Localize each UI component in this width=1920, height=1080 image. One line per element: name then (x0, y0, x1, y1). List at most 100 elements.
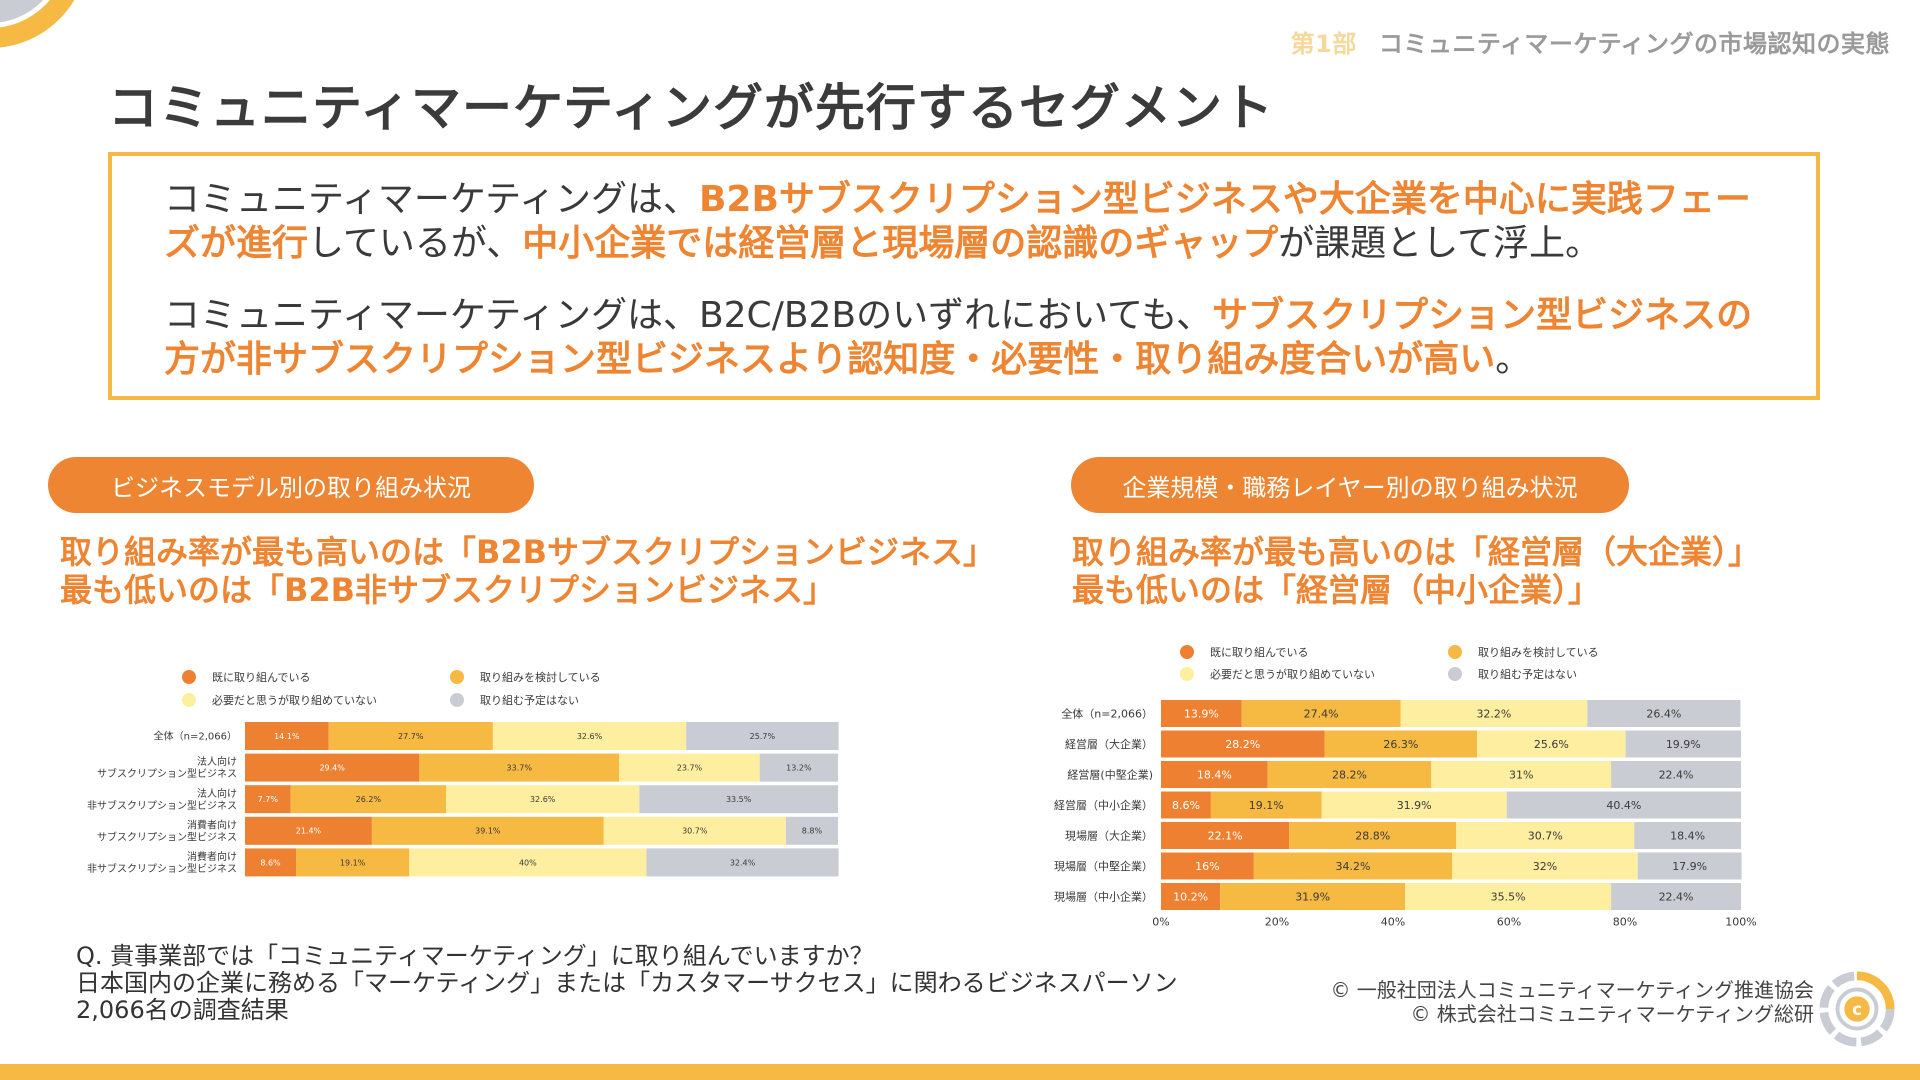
data-label: 32.2% (1476, 707, 1511, 720)
data-label: 32.6% (530, 795, 556, 804)
data-label: 7.7% (258, 795, 279, 804)
data-label: 31.9% (1397, 799, 1432, 812)
category-label: サブスクリプション型ビジネス (97, 767, 237, 780)
data-label: 31% (1509, 768, 1533, 781)
data-label: 8.6% (260, 858, 281, 867)
bar-segment (1267, 761, 1432, 788)
category-label: 全体（n=2,066） (154, 730, 237, 743)
bar-segment (1321, 791, 1507, 819)
legend-item-needed: 必要だと思うが取り組めていない (182, 692, 377, 708)
survey-respondents: 日本国内の企業に務める「マーケティング」または「カスタマーサクセス」に関わるビジ… (76, 969, 1178, 997)
bottom-bar (0, 1064, 1920, 1080)
category-label: 経営層（大企業） (1065, 737, 1153, 751)
legend-label: 取り組みを検討している (480, 671, 601, 684)
bar-segment (603, 816, 786, 845)
bar-segment (1637, 852, 1742, 880)
bar-segment (492, 722, 687, 750)
svg-text:c: c (1852, 1000, 1862, 1019)
decorative-circle-icon (0, 0, 75, 48)
bar-segment (245, 848, 296, 877)
bar-segment (1161, 761, 1268, 788)
data-label: 17.9% (1672, 860, 1707, 873)
bar-segment (1161, 822, 1290, 849)
data-label: 32.6% (577, 732, 603, 741)
bar-segment (371, 816, 604, 845)
legend-dot-icon (1448, 645, 1462, 659)
bar-segment (1289, 822, 1457, 849)
data-label: 10.2% (1173, 890, 1208, 903)
bar-segment (245, 816, 372, 845)
category-label: 経営層(中堅企業) (1067, 767, 1153, 781)
legend-item-needed: 必要だと思うが取り組めていない (1180, 666, 1375, 682)
legend-label: 必要だと思うが取り組めていない (1210, 668, 1375, 681)
left-highlight-line-2: 最も低いのは「B2B非サブスクリプションビジネス」 (60, 571, 836, 609)
survey-sample: 2,066名の調査結果 (76, 996, 289, 1024)
business-model-chart: 14.1% 27.7% 32.6% 25.7% 全体（n=2,066） 29.4% 33.7… (87, 722, 839, 877)
data-label: 13.2% (786, 763, 812, 772)
legend-dot-icon (1180, 645, 1194, 659)
data-label: 30.7% (682, 827, 708, 836)
data-label: 22.1% (1208, 829, 1243, 842)
legend-dot-icon (1180, 667, 1194, 681)
bar-segment (785, 816, 838, 845)
data-label: 27.7% (398, 732, 424, 741)
legend-label: 取り組む予定はない (1478, 668, 1577, 681)
summary-highlight: B2Bサブスクリプション型ビジネスや大企業を中心に実践フェーズが進行 (164, 179, 1751, 264)
data-label: 27.4% (1304, 707, 1339, 720)
survey-note: Q. 貴事業部では「コミュニティマーケティング」に取り組んでいますか？ 日本国内… (76, 943, 1178, 1024)
copyright-company: © 株式会社コミュニティマーケティング総研 (1410, 1002, 1814, 1026)
bar-segment (1161, 730, 1325, 758)
legend-item-no-plan: 取り組む予定はない (450, 692, 579, 708)
legend-item-already: 既に取り組んでいる (1180, 644, 1308, 660)
bar-segment (619, 753, 760, 782)
legend-dot-icon (182, 693, 196, 707)
bar-segment (646, 848, 839, 877)
page-title: コミュニティマーケティングが先行するセグメント (108, 79, 1274, 137)
bar-segment (1220, 883, 1406, 910)
company-size-chart: 13.9% 27.4% 32.2% 26.4% 全体（n=2,066） 28.2% 26.3… (1054, 700, 1757, 929)
bar-segment (1477, 730, 1626, 758)
data-label: 32% (1533, 860, 1557, 873)
category-label: 消費者向け (187, 850, 237, 863)
data-label: 40.4% (1606, 799, 1641, 812)
data-label: 30.7% (1528, 829, 1563, 842)
category-label: サブスクリプション型ビジネス (97, 830, 237, 843)
summary-text: コミュニティマーケティングは、B2C/B2Bのいずれにおいても、 (164, 295, 1213, 336)
bar-segment (1324, 730, 1478, 758)
data-label: 16% (1195, 860, 1219, 873)
legend-dot-icon (1448, 667, 1462, 681)
summary-highlight: サブスクリプション型ビジネスの方が非サブスクリプション型ビジネスより認知度・必要… (164, 295, 1753, 380)
legend-label: 既に取り組んでいる (1210, 646, 1309, 659)
data-label: 33.7% (507, 763, 533, 772)
bar-segment (1161, 852, 1254, 880)
bar-segment (245, 785, 291, 814)
data-label: 22.4% (1659, 890, 1694, 903)
summary-text: しているが、 (308, 223, 523, 264)
data-label: 35.5% (1491, 890, 1526, 903)
bar-segment (409, 848, 647, 877)
bar-segment (1431, 761, 1612, 788)
bar-segment (1241, 700, 1401, 727)
bar-segment (1625, 730, 1741, 758)
copyright: © 一般社団法人コミュニティマーケティング推進協会 © 株式会社コミュニティマー… (1330, 978, 1814, 1026)
bar-segment (1405, 883, 1612, 910)
data-label: 8.8% (802, 827, 823, 836)
section-pill-company-size: 企業規模・職務レイヤー別の取り組み状況 (1071, 457, 1629, 513)
legend-label: 既に取り組んでいる (212, 671, 311, 684)
data-label: 23.7% (677, 763, 703, 772)
data-label: 22.4% (1659, 768, 1694, 781)
data-label: 29.4% (319, 763, 345, 772)
data-label: 26.4% (1646, 707, 1681, 720)
data-label: 34.2% (1336, 860, 1371, 873)
data-label: 31.9% (1295, 890, 1330, 903)
part-title: コミュニティマーケティングの市場認知の実態 (1378, 30, 1890, 58)
data-label: 28.8% (1355, 829, 1390, 842)
data-label: 19.9% (1666, 738, 1701, 751)
bar-segment (759, 753, 838, 782)
legend-label: 取り組む予定はない (480, 694, 579, 707)
bar-segment (1611, 761, 1741, 788)
copyright-association: © 一般社団法人コミュニティマーケティング推進協会 (1330, 978, 1814, 1002)
x-tick-label: 100% (1725, 916, 1756, 929)
bar-segment (1506, 791, 1741, 819)
community-marketing-logo-icon: c (1819, 971, 1895, 1047)
